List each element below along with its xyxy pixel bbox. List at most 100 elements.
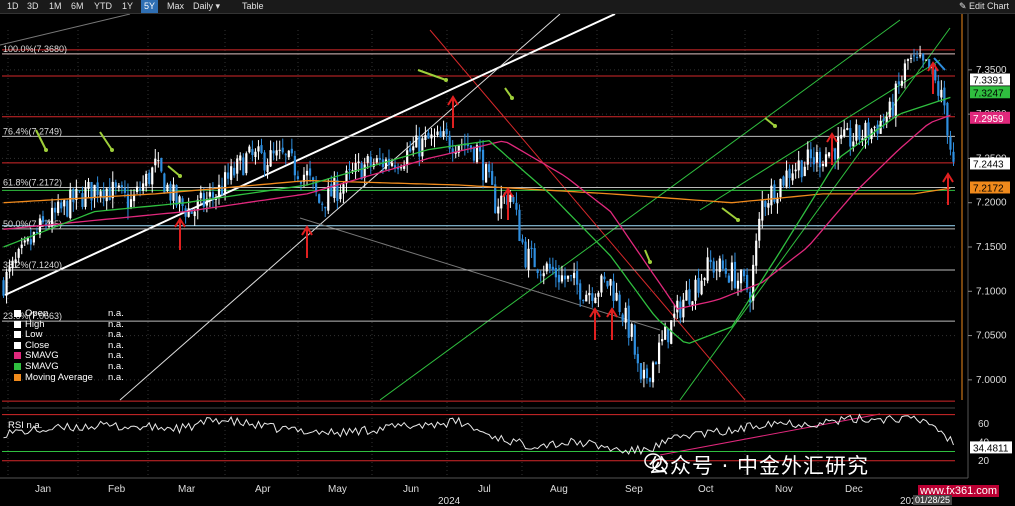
candle-body — [497, 206, 500, 214]
candle-body — [66, 200, 69, 217]
table-button[interactable]: Table — [242, 1, 264, 11]
candle-body — [573, 272, 576, 279]
range-1y-button[interactable]: 1Y — [122, 1, 134, 11]
edit-chart-button[interactable]: ✎ Edit Chart — [958, 1, 1009, 11]
candle-body — [630, 323, 633, 337]
candle-body — [57, 201, 60, 213]
candle-body — [691, 301, 694, 306]
x-month-label: Sep — [625, 484, 643, 495]
candle-body — [888, 101, 891, 118]
candle-body — [697, 277, 700, 293]
candle-body — [442, 131, 445, 137]
candle-body — [148, 172, 151, 185]
range-6m-button[interactable]: 6M — [71, 1, 84, 11]
candle-body — [612, 281, 615, 302]
candle-body — [439, 131, 442, 138]
fib-label: 50.0%(7.1705) — [3, 219, 62, 229]
legend-label: High — [25, 318, 45, 330]
range-1d-button[interactable]: 1D — [7, 1, 19, 11]
candle-body — [114, 182, 117, 187]
candle-body — [472, 147, 476, 161]
fib-label: 76.4%(7.2749) — [3, 126, 62, 136]
candle-body — [621, 314, 624, 321]
interval-select[interactable]: Daily ▾ — [190, 0, 223, 13]
candle-body — [597, 292, 600, 297]
price-tag-text: 7.3391 — [973, 76, 1004, 87]
candle-body — [5, 271, 8, 296]
range-max-button[interactable]: Max — [167, 1, 185, 11]
candle-body — [539, 274, 542, 276]
candle-body — [311, 177, 315, 182]
fib-label: 100.0%(7.3680) — [3, 44, 67, 54]
x-year-label: 2024 — [438, 496, 461, 506]
candle-body — [664, 326, 667, 340]
candle-body — [776, 197, 779, 204]
candle-body — [718, 258, 721, 272]
candle-body — [609, 279, 612, 286]
fib-levels: 76.4%(7.2749) 61.8%(7.2172) 50.0%(7.1705) 3… — [2, 44, 955, 322]
candle-body — [582, 300, 585, 302]
candle-body — [500, 195, 503, 209]
candle-body — [190, 209, 193, 214]
candle-body — [937, 81, 940, 96]
candle-body — [354, 162, 357, 172]
candle-body — [236, 158, 239, 174]
rsi-tick-label: 20 — [978, 456, 990, 467]
candle-body — [175, 184, 178, 206]
candle-body — [764, 200, 767, 207]
candle-body — [132, 194, 136, 202]
legend-value: n.a. — [108, 350, 124, 362]
range-ytd-button[interactable]: YTD — [94, 1, 112, 11]
candle-body — [223, 172, 227, 193]
candle-body — [257, 146, 260, 152]
candle-body — [576, 270, 579, 285]
legend-swatch — [14, 320, 21, 328]
candles — [2, 45, 955, 388]
range-5y-button[interactable]: 5Y — [141, 0, 159, 13]
range-1m-button[interactable]: 1M — [49, 1, 62, 11]
green-arrow — [417, 69, 448, 82]
time-axis: Jan Feb Mar Apr May Jun Jul Aug Sep Oct Nov Dec 2024… — [0, 477, 968, 506]
candle-body — [390, 162, 394, 166]
candle-body — [563, 275, 567, 280]
candle-body — [208, 192, 211, 197]
candle-body — [934, 69, 937, 81]
candle-body — [654, 362, 658, 365]
x-month-label: Apr — [255, 484, 271, 495]
candle-body — [387, 158, 391, 166]
candle-body — [254, 151, 257, 158]
candle-body — [384, 159, 388, 169]
candle-body — [230, 166, 233, 180]
candle-body — [211, 192, 215, 198]
candle-body — [11, 260, 14, 269]
candle-body — [752, 264, 755, 301]
candle-body — [184, 208, 187, 217]
candle-body — [154, 158, 157, 166]
chart-toolbar: 1D 3D 1M 6M YTD 1Y 5Y Max Daily ▾ Table … — [0, 0, 1015, 14]
blue-arrow — [933, 57, 946, 71]
candle-body — [466, 143, 469, 147]
candle-body — [712, 261, 715, 273]
legend-row: Open n.a. — [14, 308, 139, 320]
candle-body — [661, 339, 664, 342]
legend-row: SMAVG n.a. — [14, 361, 139, 373]
candle-body — [633, 325, 636, 355]
candle-body — [918, 55, 922, 57]
candle-body — [14, 259, 17, 264]
legend-swatch — [14, 331, 21, 339]
candle-body — [129, 199, 133, 207]
candle-body — [299, 181, 303, 184]
candle-body — [840, 134, 843, 139]
candle-body — [873, 126, 876, 128]
candle-body — [642, 369, 646, 379]
green-channel-line — [699, 59, 941, 211]
candle-body — [20, 244, 23, 249]
candle-body — [594, 297, 597, 304]
legend-row: High n.a. — [14, 318, 139, 331]
candle-body — [882, 118, 885, 121]
x-year-label: 2025 — [900, 496, 923, 506]
candle-body — [585, 294, 588, 302]
candle-body — [366, 156, 369, 163]
x-month-label: Oct — [698, 484, 714, 495]
range-3d-button[interactable]: 3D — [27, 1, 39, 11]
